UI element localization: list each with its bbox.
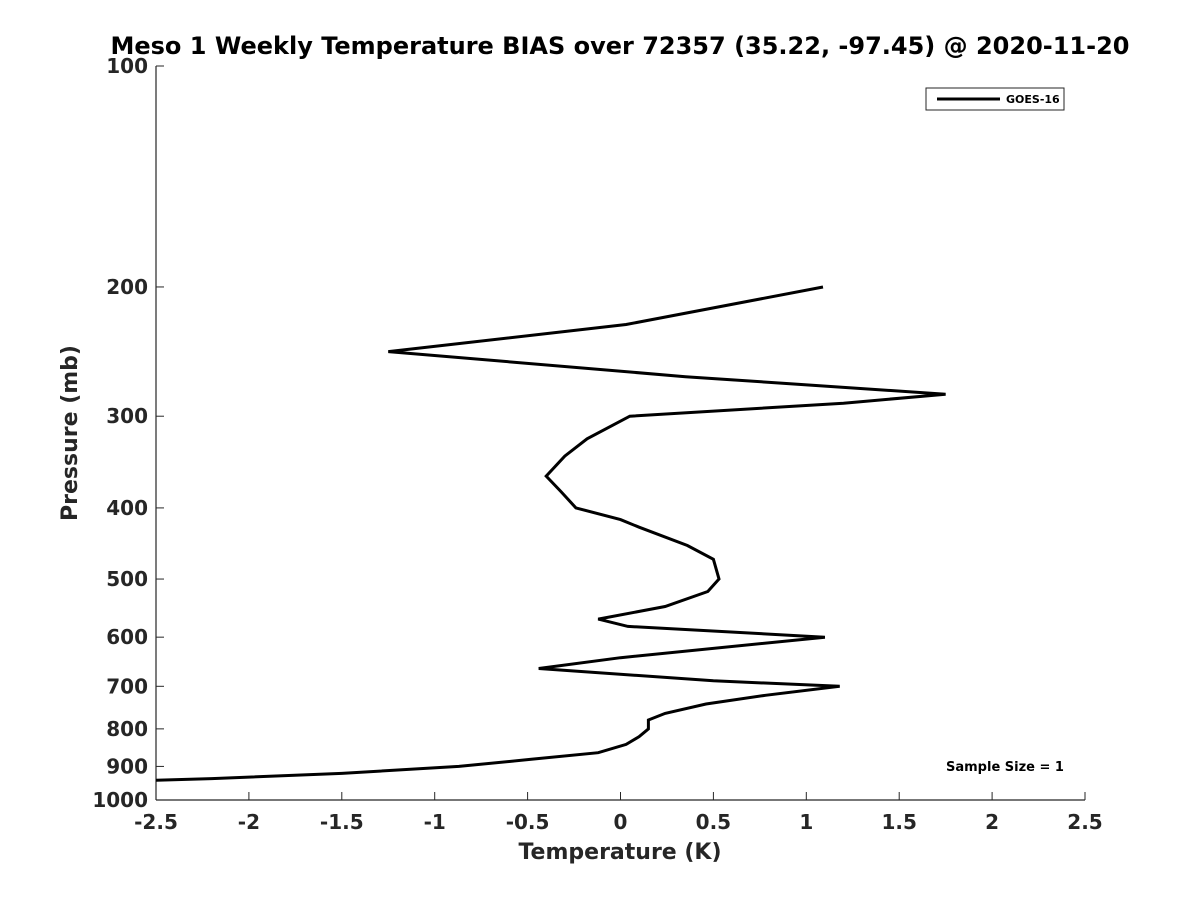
x-tick-label: 1 <box>799 810 813 834</box>
y-tick-label: 400 <box>106 496 148 520</box>
series-layer <box>155 285 946 782</box>
x-tick-label: -0.5 <box>506 810 550 834</box>
x-axis-ticks: -2.5 -2 -1.5 -1 -0.5 0 0.5 1 1.5 2 2.5 <box>134 792 1103 834</box>
x-tick-label: -1.5 <box>320 810 364 834</box>
x-tick-label: 1.5 <box>881 810 916 834</box>
y-axis-ticks: 100 200 300 400 500 600 700 800 900 1000 <box>92 54 164 812</box>
legend-label-goes-16: GOES-16 <box>1006 93 1060 106</box>
x-tick-label: 2 <box>985 810 999 834</box>
sample-size-annotation: Sample Size = 1 <box>946 760 1064 775</box>
y-tick-label: 700 <box>106 674 148 698</box>
x-tick-label: -2.5 <box>134 810 178 834</box>
plot-axes <box>155 66 1085 801</box>
y-tick-label: 500 <box>106 567 148 591</box>
x-tick-label: -2 <box>238 810 260 834</box>
legend: GOES-16 <box>925 87 1065 111</box>
x-tick-label: -1 <box>424 810 446 834</box>
series-line-goes-16 <box>155 285 946 782</box>
y-axis-label: Pressure (mb) <box>58 345 83 521</box>
x-tick-label: 0.5 <box>696 810 731 834</box>
y-tick-label: 300 <box>106 404 148 428</box>
y-tick-label: 100 <box>106 54 148 78</box>
x-tick-label: 0 <box>614 810 628 834</box>
y-tick-label: 900 <box>106 754 148 778</box>
chart-title: Meso 1 Weekly Temperature BIAS over 7235… <box>110 32 1129 60</box>
y-tick-label: 600 <box>106 625 148 649</box>
y-tick-label: 800 <box>106 717 148 741</box>
x-tick-label: 2.5 <box>1067 810 1102 834</box>
y-tick-label: 1000 <box>92 788 148 812</box>
y-tick-label: 200 <box>106 275 148 299</box>
x-axis-label: Temperature (K) <box>518 840 721 865</box>
